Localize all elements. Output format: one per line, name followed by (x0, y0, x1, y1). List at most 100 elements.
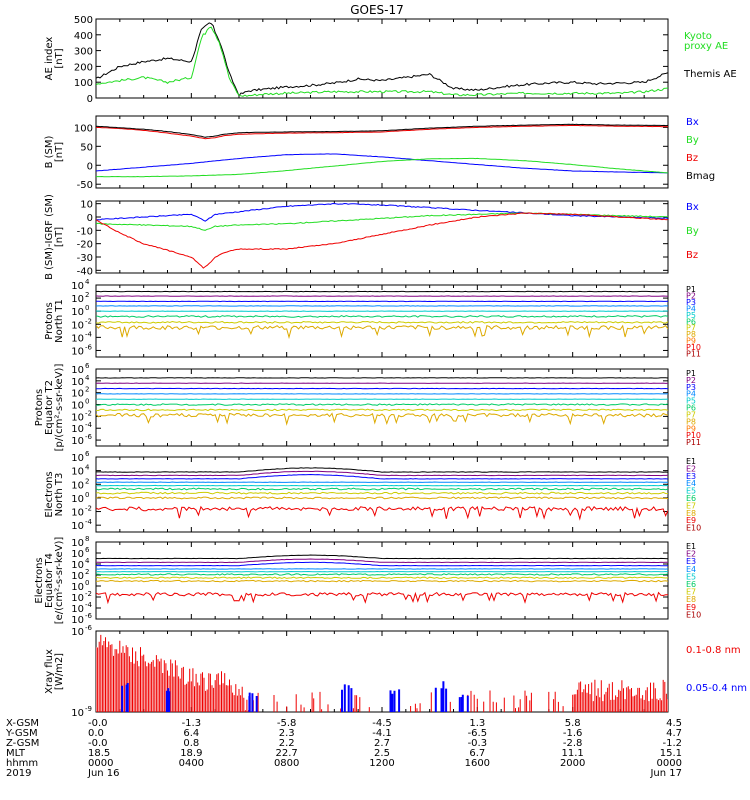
legend-entry: P11 (686, 350, 701, 359)
y-tick-label: -50 (77, 180, 93, 191)
x-axis-table: X-GSM -0.0 -1.3 -5.8 -4.5 1.3 5.8 4.5 Y-GSM 0.0 6.… (5, 718, 682, 779)
y-tick-exponent: -2 (85, 590, 92, 598)
x-row-value: 1600 (465, 758, 490, 769)
y-tick-label: 0 (87, 161, 93, 172)
legend-entry: P4 (686, 304, 696, 313)
legend-entry: E8 (686, 509, 696, 518)
x-row-value: 0.8 (183, 738, 199, 749)
series-line-p8 (96, 324, 668, 340)
legend-entry: Themis AE (683, 69, 737, 80)
y-tick-label: 200 (74, 62, 93, 73)
y-tick-exponent: -2 (85, 317, 92, 325)
panel-frame (95, 200, 669, 274)
legend-entry: E1 (686, 457, 696, 466)
x-row-value: -1.6 (563, 728, 583, 739)
series-line-0.1-0.8-nm (96, 634, 668, 712)
y-axis-label: AE index [nT] (44, 37, 65, 81)
series-line-e8 (96, 496, 668, 500)
y-tick-exponent: -6 (85, 624, 93, 632)
x-row-value: 2.5 (374, 748, 390, 759)
x-row-value: -0.0 (88, 738, 108, 749)
x-row-value: 18.5 (88, 748, 110, 759)
series-line-e1 (96, 554, 668, 560)
series-line-p6 (96, 403, 668, 406)
y-tick-label: 10 (71, 377, 84, 388)
y-axis-label-line: B (SM) (44, 135, 55, 168)
x-row-label: 2019 (6, 768, 31, 779)
panel-bsm: -50 0 50 100 B (SM) [nT] Bx By Bz Bmag (44, 115, 715, 191)
y-tick-exponent: 6 (85, 450, 90, 458)
legend-entry: P10 (686, 431, 701, 440)
y-tick-label: 10 (71, 294, 84, 305)
y-tick-exponent: 2 (85, 386, 89, 394)
y-axis-label: Protons Equator T2 [p/(cm²-s-sr-keV)] (34, 364, 65, 452)
x-row-value: -5.8 (277, 718, 297, 729)
x-row-value: 15.1 (660, 748, 682, 759)
y-tick-label: 100 (74, 123, 93, 134)
y-tick-exponent: -2 (85, 505, 92, 513)
y-tick-label: 10 (71, 615, 84, 626)
x-row-value: Jun 16 (87, 768, 120, 779)
x-row-value: 2.7 (374, 738, 390, 749)
series-line-e9 (96, 505, 668, 521)
x-row-value: 1200 (369, 758, 394, 769)
x-row-value: 1.3 (469, 718, 485, 729)
y-tick-exponent: 8 (85, 535, 89, 543)
y-tick-exponent: 4 (85, 557, 90, 565)
legend-entry: E10 (686, 524, 701, 533)
legend-entry: E10 (686, 610, 701, 619)
series-group (96, 290, 668, 340)
legend-entry: E2 (686, 550, 696, 559)
x-row-value: -6.5 (468, 728, 488, 739)
legend-entry: P7 (686, 410, 696, 419)
series-line-e8 (96, 579, 668, 583)
y-tick-label: -10 (77, 226, 93, 237)
y-tick-label: 0 (87, 94, 93, 105)
y-tick-label: 10 (71, 549, 84, 560)
series-line-kyoto-proxy-ae (96, 26, 668, 97)
legend-entry: By (686, 226, 699, 237)
x-row-label: MLT (6, 748, 26, 759)
x-row-value: 5.8 (565, 718, 581, 729)
series-line-p7 (96, 408, 668, 412)
legend-entry: proxy AE (684, 41, 728, 52)
legend-entry: E4 (686, 479, 696, 488)
series-line-bx (96, 153, 668, 174)
series-line-e7 (96, 491, 668, 495)
y-tick-label: -40 (77, 266, 93, 277)
y-tick-label: 10 (71, 365, 84, 376)
y-axis-label-line: Electrons (44, 471, 55, 517)
y-tick-exponent: -4 (85, 421, 93, 429)
y-tick-label: 10 (71, 333, 84, 344)
y-tick-label: 10 (71, 508, 84, 519)
legend-entry: E6 (686, 580, 696, 589)
y-tick-exponent: 2 (85, 291, 89, 299)
legend-entry: P9 (686, 424, 696, 433)
panel-frame (95, 115, 669, 189)
x-row-value: 0000 (657, 758, 682, 769)
x-row-value: -0.3 (468, 738, 488, 749)
x-row-value: 2000 (560, 758, 585, 769)
series-line-e3 (96, 561, 668, 567)
series-line-e3 (96, 473, 668, 480)
y-tick-exponent: 4 (85, 464, 90, 472)
x-row-value: 22.7 (276, 748, 298, 759)
series-line-e1 (96, 467, 668, 473)
y-tick-exponent: 0 (85, 304, 89, 312)
series-line-p8 (96, 412, 668, 426)
y-tick-label: 50 (80, 142, 93, 153)
legend-entry: Bx (686, 117, 699, 128)
y-tick-label: 100 (74, 78, 93, 89)
y-tick-exponent: -2 (85, 409, 92, 417)
legend-entry: P10 (686, 343, 701, 352)
legend-entry: Bmag (686, 171, 715, 182)
y-tick-label: 400 (74, 31, 93, 42)
y-tick-exponent: -4 (85, 518, 93, 526)
x-row-label: Y-GSM (5, 728, 38, 739)
series-line-p7 (96, 320, 668, 324)
y-axis-label-line: [e/(cm²-s-sr-keV)] (54, 537, 65, 625)
y-axis-label: Xray flux [W/m2] (44, 649, 65, 694)
